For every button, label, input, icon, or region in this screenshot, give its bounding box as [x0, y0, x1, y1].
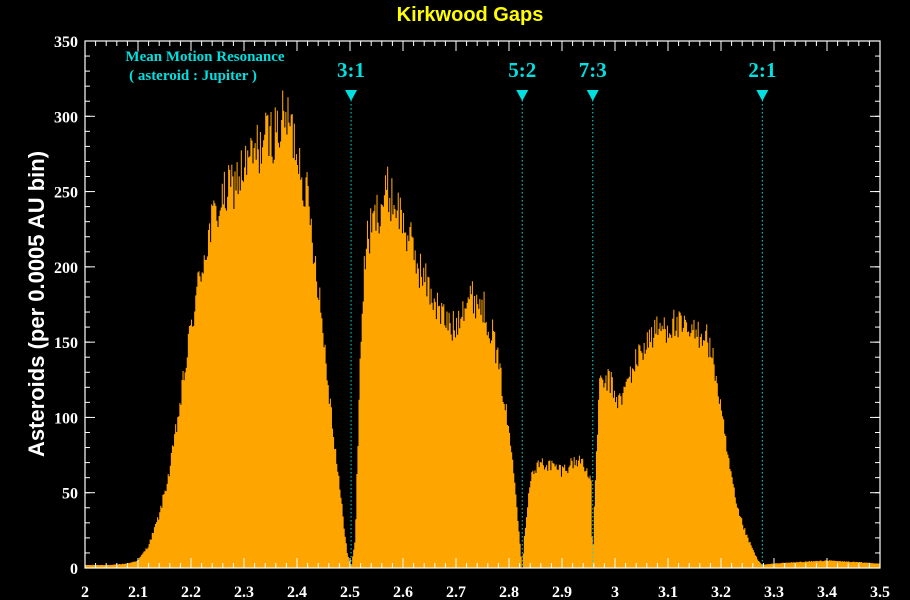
y-tick-label: 100 [54, 410, 78, 427]
annotation-line-2: ( asteroid : Jupiter ) [129, 68, 257, 84]
resonance-marker-icon [756, 90, 769, 101]
x-tick-label: 2.1 [128, 584, 148, 600]
plot-frame [84, 40, 881, 569]
resonance-label: 3:1 [337, 58, 365, 82]
x-tick-label: 2.7 [446, 584, 466, 600]
x-tick-label: 2.5 [340, 584, 360, 600]
histogram-area [85, 90, 880, 568]
resonance-label: 5:2 [508, 58, 536, 82]
x-tick-label: 2 [81, 584, 89, 600]
resonance-marker-icon [345, 90, 358, 101]
x-tick-label: 2.2 [181, 584, 201, 600]
x-tick-label: 2.3 [234, 584, 254, 600]
y-tick-label: 0 [70, 561, 78, 578]
y-tick-label: 300 [54, 109, 78, 126]
resonance-label: 2:1 [748, 58, 776, 82]
x-tick-label: 2.9 [552, 584, 572, 600]
y-tick-label: 250 [54, 185, 78, 202]
y-tick-label: 50 [62, 486, 78, 503]
annotation-line-1: Mean Motion Resonance [125, 49, 284, 65]
x-tick-label: 3 [611, 584, 619, 600]
x-tick-label: 3.2 [711, 584, 731, 600]
resonance-marker-icon [516, 90, 529, 101]
x-tick-label: 3.3 [764, 584, 784, 600]
y-tick-label: 150 [54, 335, 78, 352]
x-tick-label: 2.8 [499, 584, 519, 600]
y-tick-label: 200 [54, 260, 78, 277]
x-tick-label: 3.5 [870, 584, 890, 600]
y-tick-label: 350 [54, 34, 78, 51]
plot-area: 3:1 5:2 7:3 2:1 2 2.1 2.2 2.3 2.4 2.5 2.6 2.7 2.8 2.9… [54, 34, 890, 600]
x-tick-label: 3.4 [817, 584, 837, 600]
resonance-marker-icon [586, 90, 599, 101]
y-axis-label: Asteroids (per 0.0005 AU bin) [24, 151, 49, 457]
resonance-label: 7:3 [579, 58, 607, 82]
chart-title: Kirkwood Gaps [397, 4, 544, 26]
x-tick-label: 2.6 [393, 584, 413, 600]
x-tick-label: 3.1 [658, 584, 678, 600]
x-tick-label: 2.4 [287, 584, 307, 600]
